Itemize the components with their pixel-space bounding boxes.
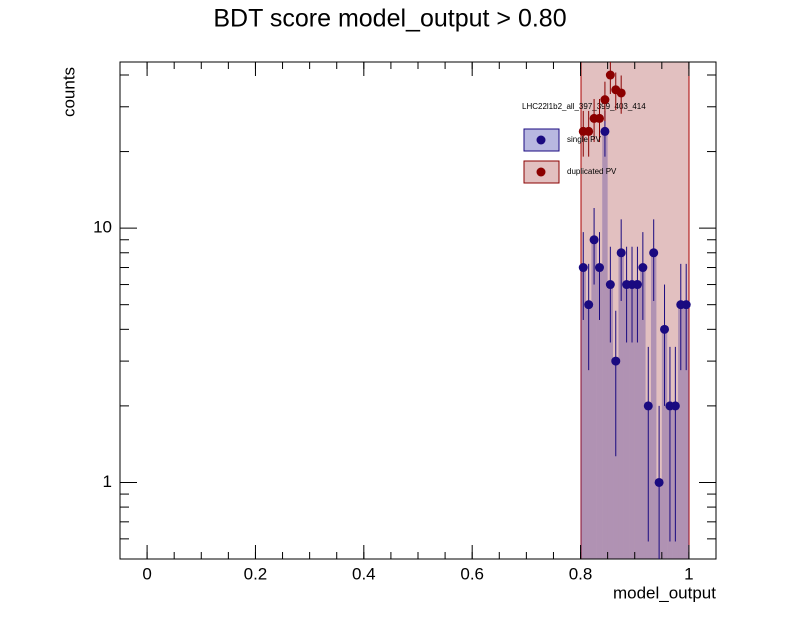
point xyxy=(600,126,610,136)
legend-marker xyxy=(536,135,546,145)
point xyxy=(595,113,605,123)
point xyxy=(632,280,642,290)
bar xyxy=(623,284,630,559)
point xyxy=(595,263,605,273)
chart-title: BDT score model_output > 0.80 xyxy=(213,5,566,33)
x-tick-label: 0.8 xyxy=(569,564,593,583)
point xyxy=(589,235,599,245)
bar xyxy=(607,284,614,559)
legend-marker xyxy=(536,167,546,177)
point xyxy=(578,263,588,273)
y-axis-label: counts xyxy=(59,67,78,117)
red-band xyxy=(580,61,690,560)
point xyxy=(654,477,664,487)
x-tick-label: 0.4 xyxy=(352,564,376,583)
bar xyxy=(613,361,619,559)
point xyxy=(584,300,594,310)
point xyxy=(611,356,621,366)
point xyxy=(605,280,615,290)
y-tick-label: 1 xyxy=(103,472,112,491)
bar xyxy=(678,304,684,559)
point xyxy=(681,300,691,310)
legend-label: duplicated PV xyxy=(567,167,617,176)
point xyxy=(605,70,615,80)
point xyxy=(660,324,670,334)
legend-label: single PV xyxy=(567,135,601,144)
x-tick-label: 0.6 xyxy=(460,564,484,583)
point xyxy=(643,401,653,411)
x-axis-label: model_output xyxy=(613,583,716,602)
point xyxy=(670,401,680,411)
legend-title: LHC22l1b2_all_397_399_403_414 xyxy=(522,102,646,111)
x-tick-label: 0 xyxy=(142,564,151,583)
bar xyxy=(602,131,608,560)
bar xyxy=(585,304,592,559)
bar xyxy=(650,252,657,559)
bar xyxy=(661,329,668,559)
bar xyxy=(596,267,603,559)
bar xyxy=(640,267,646,559)
point xyxy=(638,263,648,273)
y-tick-label: 10 xyxy=(93,218,112,237)
bar xyxy=(634,284,641,559)
x-tick-label: 1 xyxy=(684,564,693,583)
bar xyxy=(580,267,586,559)
x-tick-label: 0.2 xyxy=(244,564,268,583)
point xyxy=(616,248,626,258)
bar xyxy=(683,304,689,559)
bar xyxy=(618,252,624,559)
point xyxy=(600,95,610,105)
point xyxy=(649,248,659,258)
bar xyxy=(629,284,635,559)
bar xyxy=(591,239,597,560)
point xyxy=(616,88,626,98)
point xyxy=(584,126,594,136)
